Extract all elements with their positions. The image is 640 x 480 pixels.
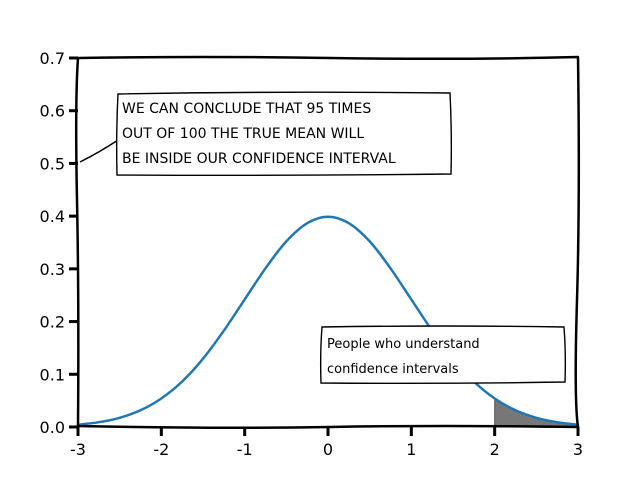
annotation-box [319,325,567,385]
x-tick-label: -2 [153,440,169,459]
annotation-line-2: confidence intervals [327,362,459,377]
annotation-people-understand: People who understand confidence interva… [319,325,567,385]
annotation-line-3: BE INSIDE OUR CONFIDENCE INTERVAL [122,151,396,167]
annotation-line-2: OUT OF 100 THE TRUE MEAN WILL [122,126,364,142]
annotation-confidence-claim: WE CAN CONCLUDE THAT 95 TIMES OUT OF 100… [79,91,453,177]
annotation-leader-line [79,139,119,163]
y-tick-label: 0.1 [40,365,65,384]
y-tick-label: 0.0 [40,418,65,437]
y-tick-label: 0.7 [40,49,65,68]
y-tick-label: 0.6 [40,102,65,121]
series-layer [76,215,580,426]
series-line [76,215,580,426]
annotation-line-1: WE CAN CONCLUDE THAT 95 TIMES [122,101,371,117]
x-tick-label: 1 [406,440,416,459]
y-tick-label: 0.4 [40,207,65,226]
x-tick-label: 3 [573,440,583,459]
x-tick-label: -1 [237,440,253,459]
y-tick-label: 0.3 [40,260,65,279]
y-tick-label: 0.2 [40,313,65,332]
y-tick-label: 0.5 [40,154,65,173]
x-tick-label: 2 [490,440,500,459]
x-tick-label: -3 [70,440,86,459]
axis-ticks: -3 -2 -1 0 1 2 3 0.0 0.1 0.2 0.3 0.4 0.5 0.6 0.7 [40,49,584,459]
annotation-box [115,91,453,177]
annotation-line-1: People who understand [327,337,480,352]
x-tick-label: 0 [323,440,333,459]
